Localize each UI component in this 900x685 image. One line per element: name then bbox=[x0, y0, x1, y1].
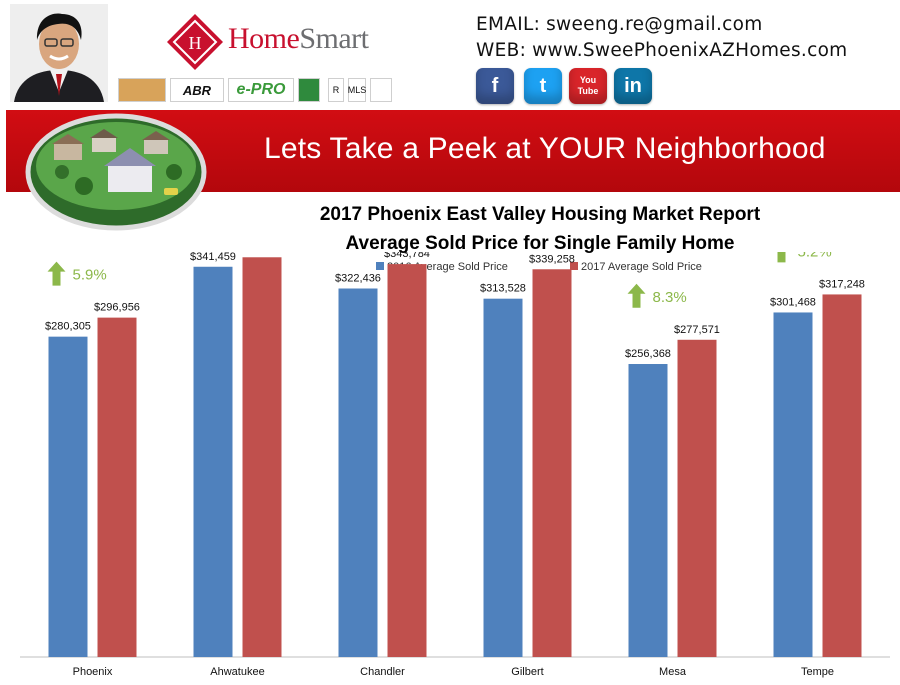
agent-portrait bbox=[10, 4, 108, 102]
bar-phoenix-0 bbox=[48, 336, 88, 657]
chart-title-block: 2017 Phoenix East Valley Housing Market … bbox=[230, 200, 850, 258]
category-label-tempe: Tempe bbox=[801, 666, 834, 678]
bar-gilbert-0 bbox=[483, 298, 523, 657]
homesmart-logo: H HomeSmart bbox=[165, 14, 369, 70]
data-label-mesa-1: $277,571 bbox=[674, 324, 720, 336]
up-arrow-icon bbox=[47, 261, 66, 286]
web-line: WEB: www.SweePhoenixAZHomes.com bbox=[476, 38, 848, 64]
email-link[interactable]: sweeng.re@gmail.com bbox=[546, 14, 763, 35]
change-label-mesa: 8.3% bbox=[653, 289, 687, 306]
header: H HomeSmart ABR e-PRO R MLS EMAIL: sweeng.re… bbox=[0, 0, 900, 108]
category-label-chandler: Chandler bbox=[360, 666, 405, 678]
email-label: EMAIL: bbox=[476, 14, 541, 35]
bar-tempe-1 bbox=[822, 294, 862, 657]
chart-title: 2017 Phoenix East Valley Housing Market … bbox=[319, 204, 761, 225]
brand-name-right: Smart bbox=[299, 22, 369, 55]
agent-portrait-icon bbox=[10, 4, 108, 102]
data-label-chandler-0: $322,436 bbox=[335, 273, 381, 285]
data-label-gilbert-0: $313,528 bbox=[480, 283, 526, 295]
e-pro-badge-icon: e-PRO bbox=[228, 78, 294, 102]
bar-tempe-0 bbox=[773, 312, 813, 657]
data-label-ahwatukee-0: $341,459 bbox=[190, 252, 236, 263]
youtube-icon[interactable]: You Tube bbox=[569, 68, 607, 104]
category-label-mesa: Mesa bbox=[659, 666, 687, 678]
bar-mesa-1 bbox=[677, 339, 717, 657]
data-label-tempe-0: $301,468 bbox=[770, 296, 816, 308]
change-label-phoenix: 5.9% bbox=[73, 267, 107, 284]
category-label-phoenix: Phoenix bbox=[73, 666, 113, 678]
change-label-tempe: 5.2% bbox=[798, 252, 832, 260]
bar-chandler-1 bbox=[387, 264, 427, 657]
linkedin-icon[interactable]: in bbox=[614, 68, 652, 104]
svg-text:H: H bbox=[189, 33, 202, 53]
brand-name: HomeSmart bbox=[228, 22, 369, 56]
category-label-ahwatukee: Ahwatukee bbox=[210, 666, 264, 678]
web-link[interactable]: www.SweePhoenixAZHomes.com bbox=[532, 40, 848, 61]
abr-badge-icon: ABR bbox=[170, 78, 224, 102]
email-line: EMAIL: sweeng.re@gmail.com bbox=[476, 12, 848, 38]
house-diamond-logo-icon: H bbox=[167, 14, 223, 70]
web-label: WEB: bbox=[476, 40, 527, 61]
facebook-icon[interactable]: f bbox=[476, 68, 514, 104]
bar-ahwatukee-1 bbox=[242, 257, 282, 657]
bar-ahwatukee-0 bbox=[193, 266, 233, 657]
neighborhood-globe bbox=[24, 110, 208, 232]
diversity-badge-icon bbox=[298, 78, 320, 102]
legend-swatch-1 bbox=[570, 262, 578, 270]
data-label-phoenix-1: $296,956 bbox=[94, 302, 140, 314]
data-label-phoenix-0: $280,305 bbox=[45, 321, 91, 333]
equal-housing-icon bbox=[370, 78, 392, 102]
up-arrow-icon bbox=[777, 252, 786, 263]
data-label-mesa-0: $256,368 bbox=[625, 348, 671, 360]
realtor-badge-icon: R bbox=[328, 78, 344, 102]
bar-chandler-0 bbox=[338, 288, 378, 657]
certification-badges: ABR e-PRO R MLS bbox=[118, 78, 398, 104]
category-label-gilbert: Gilbert bbox=[511, 666, 543, 678]
contact-info: EMAIL: sweeng.re@gmail.com WEB: www.SweePh… bbox=[476, 12, 848, 64]
data-label-tempe-1: $317,248 bbox=[819, 278, 865, 290]
data-label-chandler-1: $343,784 bbox=[384, 252, 430, 260]
bar-gilbert-1 bbox=[532, 269, 572, 657]
banner-title: Lets Take a Peek at YOUR Neighborhood bbox=[264, 132, 826, 165]
bar-chart: 2016 Average Sold Price 2017 Average Sold… bbox=[20, 252, 890, 678]
bar-phoenix-1 bbox=[97, 317, 137, 657]
chart-subtitle: Average Sold Price for Single Family Hom… bbox=[345, 233, 735, 254]
data-label-ahwatukee-1: $349,761 bbox=[239, 252, 285, 253]
twitter-icon[interactable]: t bbox=[524, 68, 562, 104]
neighborhood-globe-icon bbox=[25, 113, 207, 231]
up-arrow-icon bbox=[627, 283, 646, 308]
data-label-gilbert-1: $339,258 bbox=[529, 253, 575, 265]
legend-swatch-0 bbox=[376, 262, 384, 270]
legend-label-1: 2017 Average Sold Price bbox=[581, 261, 702, 273]
mls-badge-icon: MLS bbox=[348, 78, 366, 102]
graduate-realtor-institute-icon bbox=[118, 78, 166, 102]
brand-name-left: Home bbox=[228, 22, 300, 55]
bar-mesa-0 bbox=[628, 364, 668, 657]
